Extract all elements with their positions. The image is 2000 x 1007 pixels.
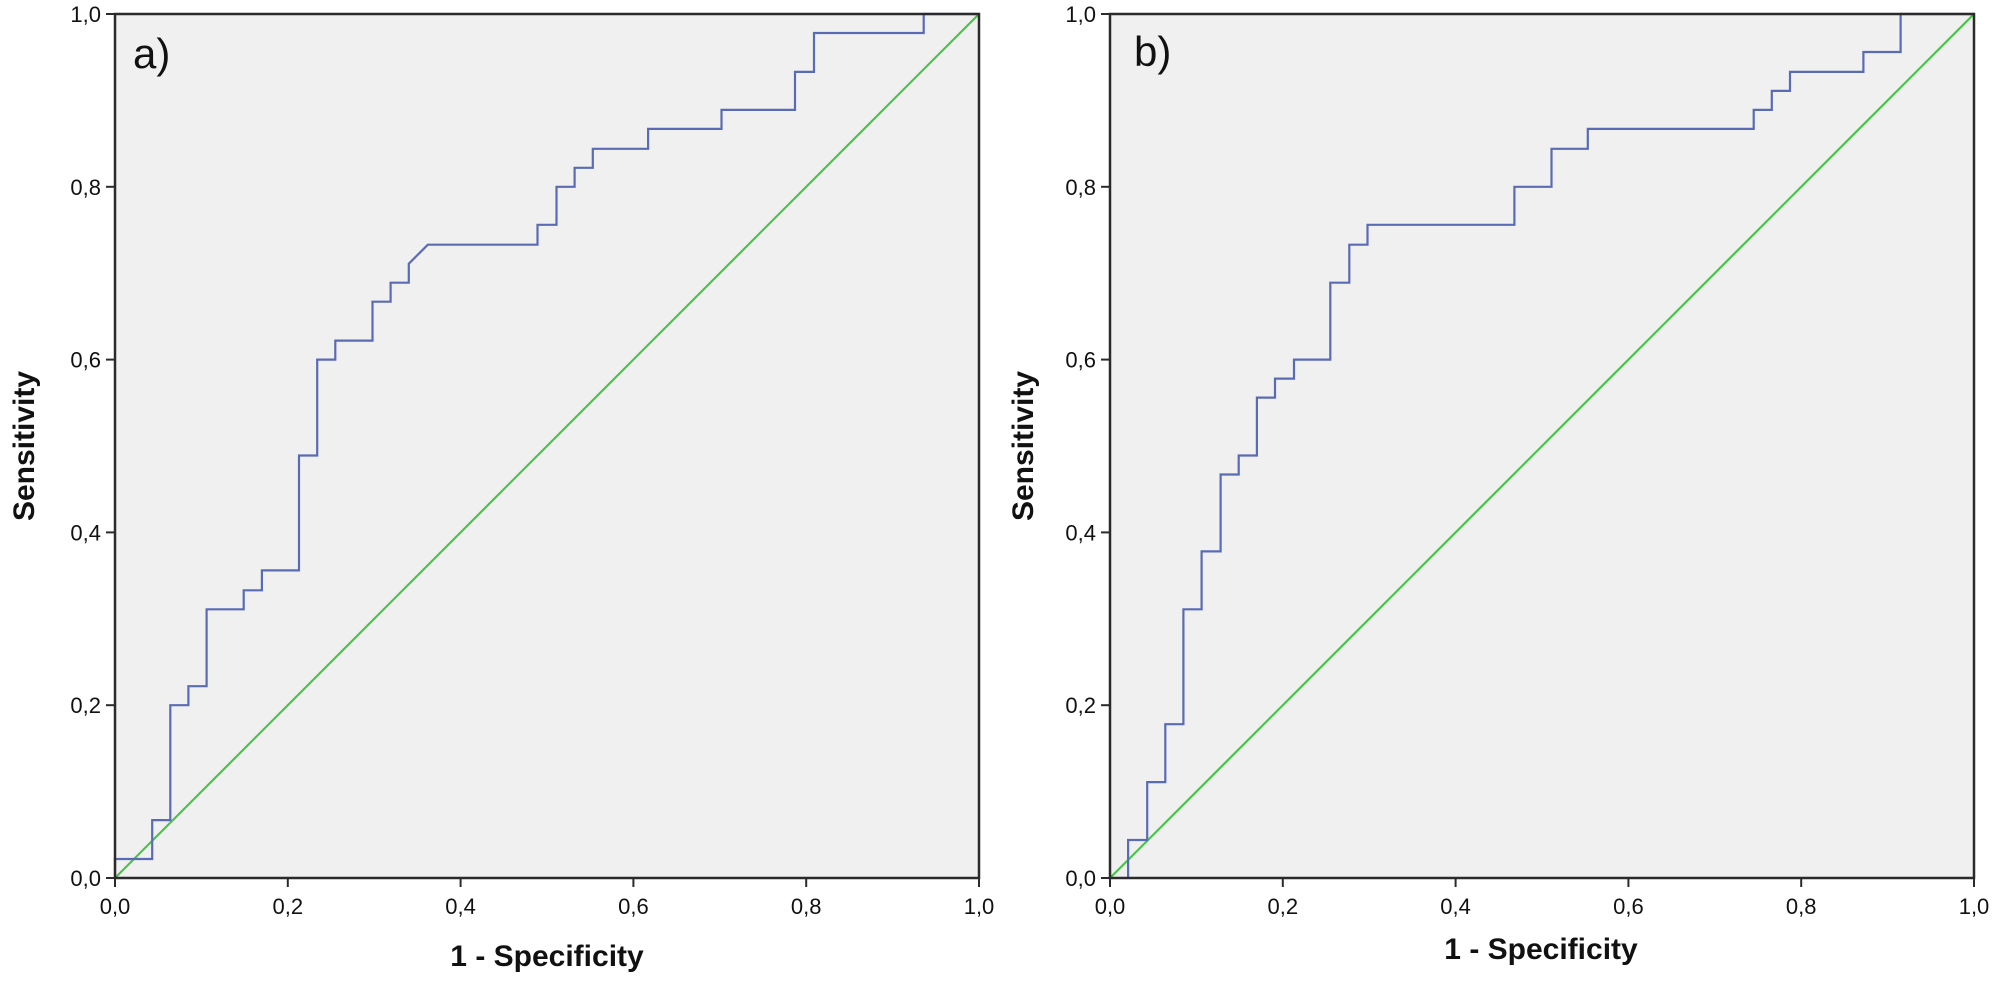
x-tick-label: 0,4: [445, 894, 476, 919]
x-tick-label: 0,8: [791, 894, 822, 919]
x-tick-label: 1,0: [964, 894, 995, 919]
y-tick-label: 0,8: [70, 175, 101, 200]
y-tick-label: 0,4: [70, 520, 101, 545]
y-tick-label: 1,0: [1065, 2, 1096, 27]
y-tick-label: 0,0: [70, 866, 101, 891]
x-tick-label: 0,8: [1786, 894, 1817, 919]
x-tick-label: 0,2: [1268, 894, 1299, 919]
x-tick-label: 0,0: [100, 894, 131, 919]
plot-frame: [113, 12, 981, 880]
y-tick-label: 0,2: [1065, 693, 1096, 718]
y-axis-title: Sensitivity: [1007, 371, 1040, 521]
y-tick-label: 0,6: [70, 348, 101, 373]
x-axis-title: 1 - Specificity: [1444, 933, 1638, 966]
y-tick-label: 0,6: [1065, 348, 1096, 373]
y-tick-label: 0,0: [1065, 866, 1096, 891]
plot-frame: [1108, 12, 1976, 880]
reference-line: [114, 13, 980, 879]
x-axis-title: 1 - Specificity: [450, 940, 644, 973]
x-tick-label: 0,4: [1440, 894, 1471, 919]
x-tick-label: 1,0: [1959, 894, 1990, 919]
x-tick-label: 0,6: [618, 894, 649, 919]
roc-curve: [113, 12, 979, 878]
roc-panel-1: 0,0 0,2 0,4 0,6 0,8 1,0 0,0 0,2 0,4 0,6 0,8 1,0 1 - …: [8, 2, 994, 973]
panel-letter: b): [1134, 28, 1171, 75]
roc-curve: [1127, 12, 1974, 878]
y-tick-label: 0,2: [70, 693, 101, 718]
x-tick-label: 0,2: [273, 894, 304, 919]
y-tick-label: 1,0: [70, 2, 101, 27]
y-tick-label: 0,8: [1065, 175, 1096, 200]
y-tick-label: 0,4: [1065, 520, 1096, 545]
reference-line: [1109, 13, 1975, 879]
panel-letter: a): [133, 30, 170, 77]
y-axis-title: Sensitivity: [8, 371, 41, 521]
roc-panel-2: 0,0 0,2 0,4 0,6 0,8 1,0 0,0 0,2 0,4 0,6 0,8 1,0 1 - …: [1007, 2, 1989, 966]
x-tick-label: 0,0: [1095, 894, 1126, 919]
x-tick-label: 0,6: [1613, 894, 1644, 919]
